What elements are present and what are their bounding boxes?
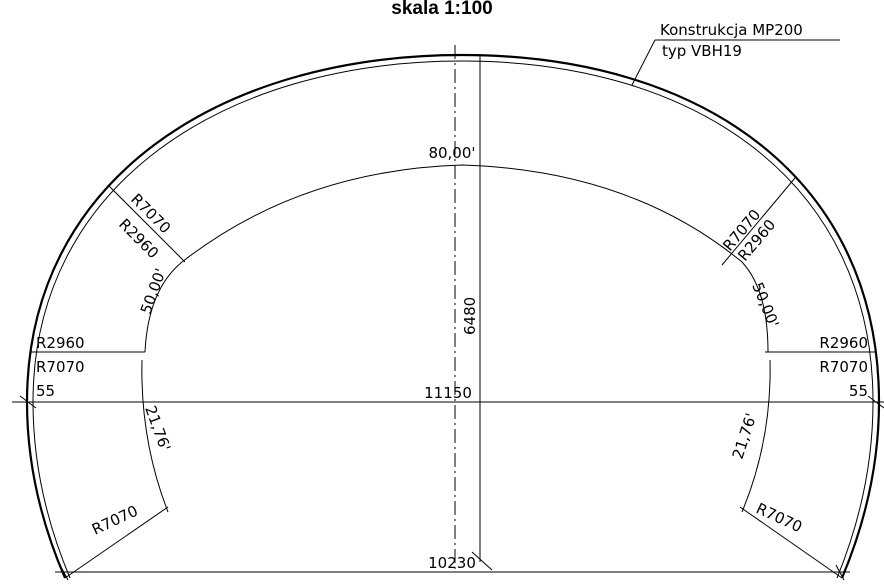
dim-text: R7070: [819, 358, 868, 376]
dim-text: 6480: [461, 297, 479, 335]
dim-text: R2960: [819, 334, 868, 352]
arch: [27, 55, 879, 578]
label-line2: typ VBH19: [662, 42, 742, 60]
dim-text: 50,00': [137, 266, 170, 316]
dim-text: 10230: [428, 554, 476, 572]
dim-text: R7070: [753, 499, 805, 536]
dim-text: R7070: [89, 502, 141, 539]
drawing: skala 1:100 Konstrukcja MP200 typ VBH19 …: [0, 0, 884, 585]
dim-text: R7070: [36, 358, 85, 376]
dim-text: R2960: [36, 334, 85, 352]
label-line1: Konstrukcja MP200: [660, 21, 803, 39]
dim-text: 50,00': [748, 280, 782, 330]
dim-text: 21,76': [729, 411, 761, 461]
dim-text: 55: [849, 382, 868, 400]
dim-text: 11150: [424, 384, 472, 402]
title: skala 1:100: [391, 0, 492, 19]
dim-text: 55: [36, 382, 55, 400]
dim-text: 80,00': [428, 144, 475, 162]
